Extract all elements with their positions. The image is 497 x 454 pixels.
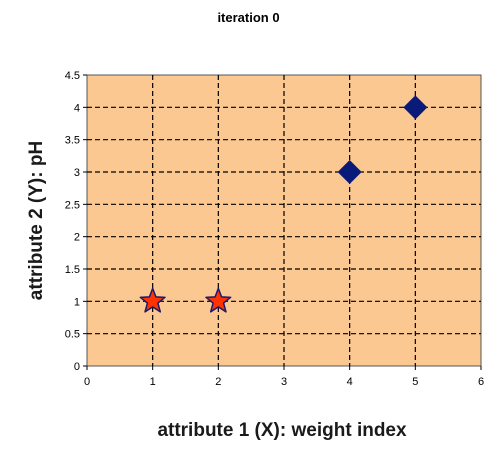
y-axis-title: attribute 2 (Y): pH xyxy=(26,141,47,300)
grid-lines xyxy=(87,75,481,366)
x-tick-label-6: 6 xyxy=(478,376,484,388)
x-tick-label-0: 0 xyxy=(84,376,90,388)
data-point-diamond-0 xyxy=(337,160,362,184)
tick-labels: 0 1 2 3 4 5 6 0 0.5 1 1.5 2 2.5 3 3.5 4 4.5 xyxy=(65,70,484,388)
y-tick-label-2: 1 xyxy=(74,296,80,308)
y-tick-label-9: 4.5 xyxy=(65,70,80,82)
y-tick-label-3: 1.5 xyxy=(65,264,80,276)
x-tick-label-3: 3 xyxy=(281,376,287,388)
x-tick-label-5: 5 xyxy=(412,376,418,388)
x-tick-label-4: 4 xyxy=(347,376,353,388)
data-point-star-0 xyxy=(139,287,166,313)
data-point-diamond-1 xyxy=(403,95,428,120)
y-tick-label-6: 3 xyxy=(74,167,80,179)
data-points xyxy=(139,95,428,313)
data-point-star-1 xyxy=(205,287,232,313)
y-tick-label-0: 0 xyxy=(74,361,80,373)
chart-title: iteration 0 xyxy=(217,10,280,25)
x-tick-label-2: 2 xyxy=(215,376,221,388)
y-tick-label-4: 2 xyxy=(74,232,80,244)
x-axis-title: attribute 1 (X): weight index xyxy=(157,420,407,441)
x-tick-label-1: 1 xyxy=(150,376,156,388)
y-tick-label-8: 4 xyxy=(74,102,80,114)
y-tick-label-7: 3.5 xyxy=(65,135,80,147)
y-tick-label-5: 2.5 xyxy=(65,199,80,211)
y-tick-label-1: 0.5 xyxy=(65,329,80,341)
